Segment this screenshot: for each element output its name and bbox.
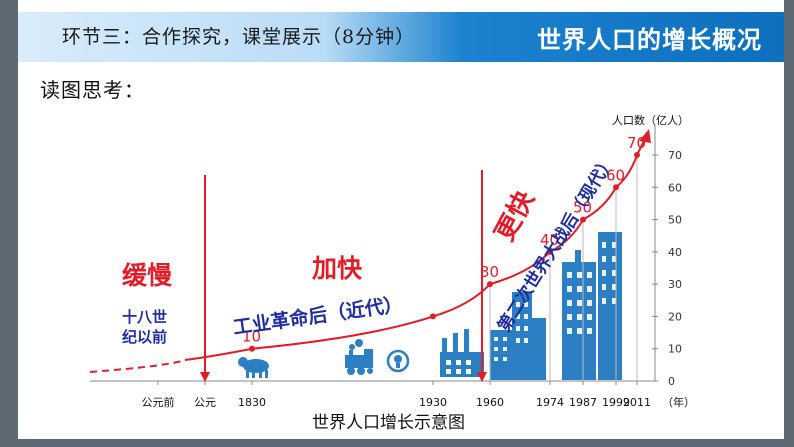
- steam-train-icon: [345, 339, 373, 375]
- stage-dividers: [200, 170, 487, 382]
- lightbulb-icon: [386, 349, 410, 373]
- x-tick-label: 公元前: [142, 395, 175, 409]
- stage-label-fastest: 更快: [490, 185, 541, 246]
- era-label-industrial: 工业革命后（近代）: [231, 292, 404, 339]
- header-bar: [18, 12, 784, 62]
- slide-title: 世界人口的增长概况: [537, 26, 762, 54]
- x-tick-label: 1974: [536, 396, 564, 409]
- buffalo-icon: [238, 357, 269, 378]
- skyscraper-icon: [490, 232, 622, 380]
- data-label: 10: [242, 328, 261, 346]
- reading-prompt: 读图思考：: [40, 78, 145, 102]
- x-tick-label: 2011: [623, 396, 651, 409]
- x-tick-label: 1930: [419, 396, 447, 409]
- era-line-1: 十八世: [122, 308, 167, 326]
- y-axis-label: 人口数（亿人）: [612, 114, 689, 127]
- frame-left: [0, 0, 18, 447]
- chart-title: 世界人口增长示意图: [312, 413, 465, 433]
- y-tick-label: 70: [668, 149, 682, 162]
- data-points: [249, 152, 640, 352]
- data-point: [249, 345, 255, 352]
- data-point: [634, 152, 640, 158]
- curve-arrowhead: [639, 129, 651, 143]
- frame-bottom: [0, 439, 794, 447]
- population-curve: [184, 138, 646, 361]
- data-label: 50: [573, 199, 592, 217]
- data-point: [430, 313, 436, 320]
- y-tick-label: 30: [668, 278, 682, 291]
- data-label: 40: [540, 231, 559, 249]
- stage-label-faster: 加快: [311, 254, 363, 283]
- data-point: [547, 248, 553, 255]
- x-tick-label: 1999: [602, 396, 630, 409]
- x-tick-label: 1960: [476, 396, 504, 409]
- data-label: 30: [480, 263, 499, 281]
- x-tick-label: 公元: [194, 396, 216, 409]
- data-label: 60: [606, 166, 625, 184]
- x-tick-label: 1830: [238, 396, 266, 409]
- y-tick-label: 0: [668, 375, 675, 388]
- data-point: [487, 281, 493, 288]
- era-label-pre18: 十八世 纪以前: [122, 308, 172, 346]
- era-line-2: 纪以前: [122, 328, 167, 346]
- stage-label-slow: 缓慢: [122, 261, 173, 290]
- y-tick-label: 60: [668, 181, 682, 194]
- x-tick-label: 1987: [569, 396, 597, 409]
- data-point: [580, 216, 586, 223]
- chart-gridlines: [489, 155, 638, 381]
- y-tick-label: 50: [668, 214, 682, 227]
- data-point: [613, 184, 619, 191]
- y-tick-label: 40: [668, 246, 682, 259]
- population-curve-ancient: [89, 359, 186, 373]
- data-label: 70: [627, 134, 646, 152]
- divider-1-arrow: [200, 372, 210, 382]
- header-subtitle: 环节三：合作探究，课堂展示（8分钟）: [62, 26, 416, 48]
- x-axis-unit: （年）: [662, 395, 695, 409]
- frame-right: [784, 0, 794, 447]
- y-tick-label: 20: [668, 310, 682, 323]
- y-tick-label: 10: [668, 343, 682, 356]
- divider-2-arrow: [477, 372, 487, 382]
- factory-icon: [440, 329, 484, 377]
